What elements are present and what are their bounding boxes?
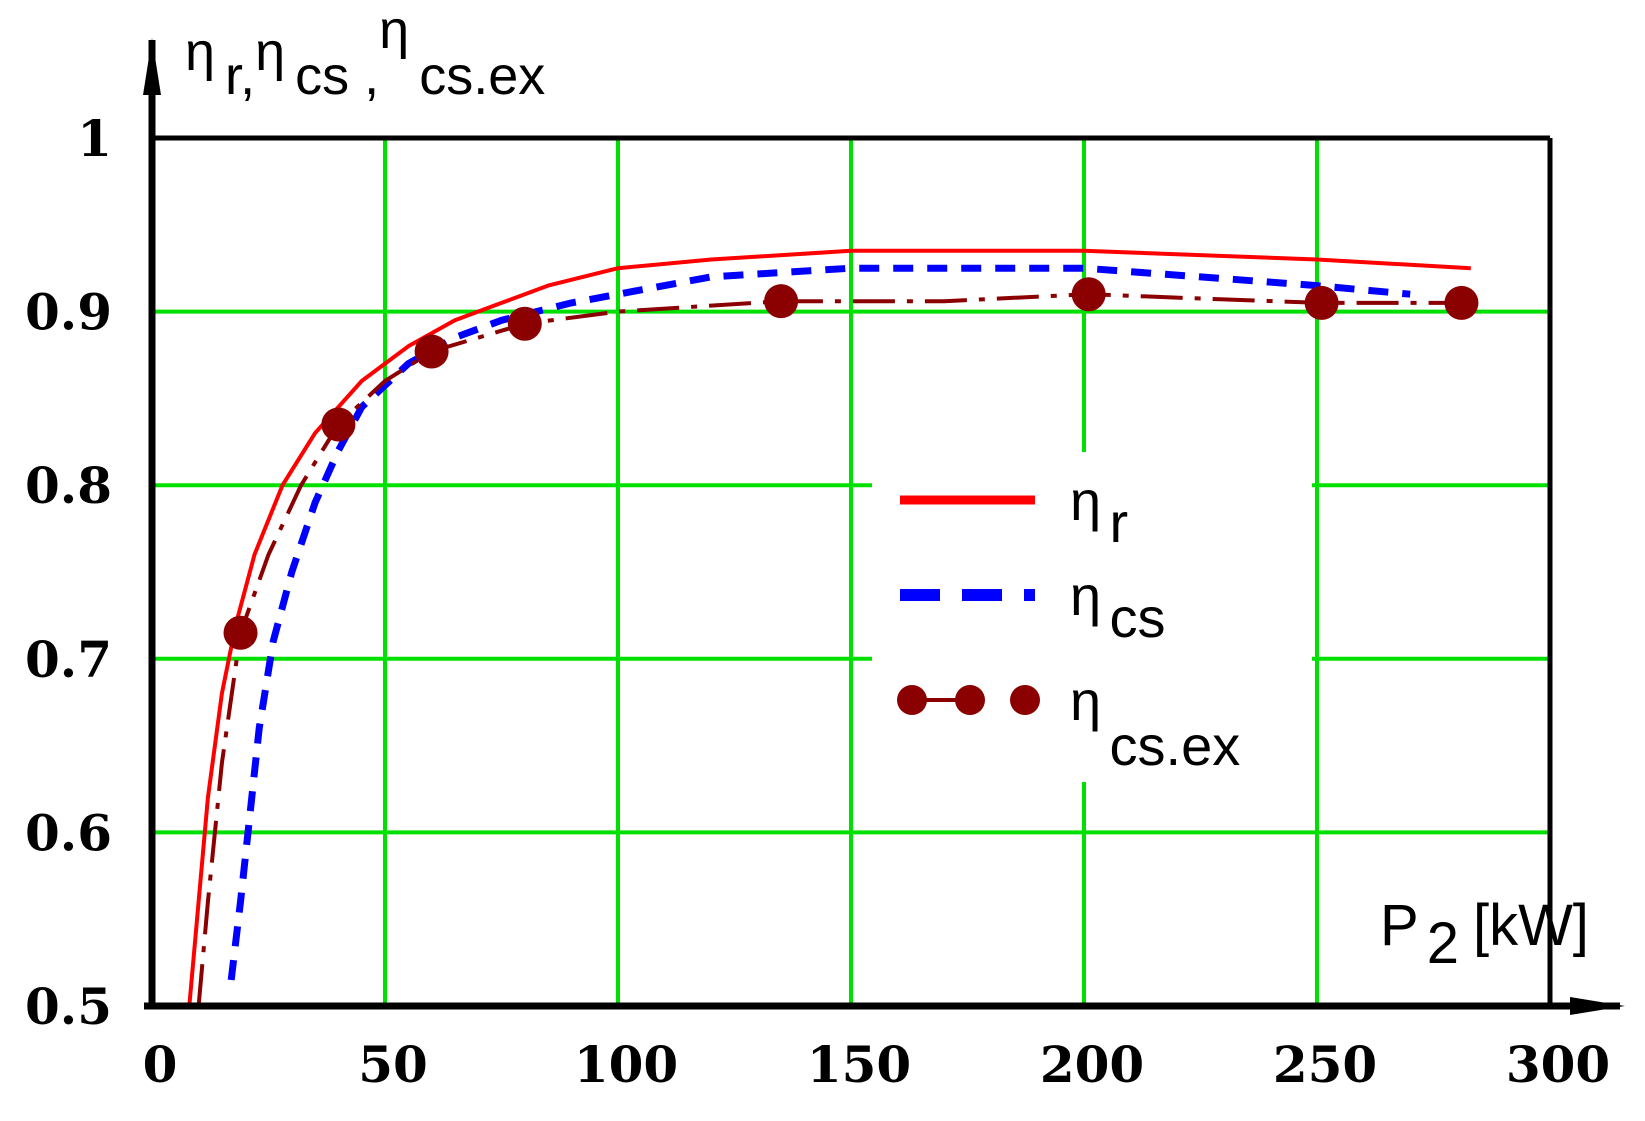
legend-label-3: ηcs.ex [1070,669,1240,777]
x-tick-label: 250 [1273,1035,1377,1094]
series-line-cs-ex [196,292,1462,1007]
x-axis-label: P 2 [kW] [1380,893,1589,976]
x-tick-label: 100 [574,1035,678,1094]
data-point-marker [223,615,258,650]
y-label-subscript: cs [295,46,349,106]
legend-label-2: η cs [1070,564,1166,649]
data-point-marker [1071,277,1106,312]
x-tick-label: 200 [1040,1035,1144,1094]
y-tick-label: 0.6 [25,803,112,862]
legend-swatch-marker [897,685,927,715]
y-label-symbol: η [185,22,215,82]
x-axis-label-text: P 2 [kW] [1380,893,1589,976]
x-tick-label: 0 [143,1035,178,1094]
x-tick-label: 150 [807,1035,911,1094]
y-tick-label: 0.7 [25,630,112,689]
legend-swatch-marker [955,685,985,715]
data-point-marker [321,407,356,442]
legend-label-2-subscript: cs [1110,586,1166,649]
legend-box [872,452,1312,782]
data-point-marker [1304,285,1339,320]
legend-label-3-symbol: η [1070,669,1101,732]
data-point-marker [1444,285,1479,320]
series-line-cs [227,264,1411,981]
x-label-subscript: 2 [1427,911,1459,976]
legend-swatch-marker [1010,685,1040,715]
y-tick-label: 0.9 [25,283,112,342]
x-label-main: P [1380,893,1419,958]
y-label-symbol: η [379,0,409,60]
y-axis-arrow [143,38,161,95]
y-tick-label: 0.5 [25,977,112,1036]
y-label-separator: , [349,46,379,106]
x-axis-arrow [1570,997,1625,1015]
plot-frame [152,135,1553,1006]
y-axis-label: η r,η cs ,ηcs.ex [185,0,545,106]
legend-label-1-subscript: r [1110,491,1129,554]
y-label-subscript: cs.ex [419,46,545,106]
data-point-marker [414,334,449,369]
legend-label-2-symbol: η [1070,564,1101,627]
y-tick-label: 1 [77,109,112,168]
data-point-marker [507,306,542,341]
x-tick-label: 50 [358,1035,428,1094]
legend-label-3-subscript: cs.ex [1110,714,1241,777]
series-layer [187,248,1479,1007]
y-label-symbol: η [255,22,285,82]
y-label-separator: , [240,46,255,106]
series-line-r [187,248,1471,1007]
x-tick-label: 300 [1506,1035,1610,1094]
legend-label-1-symbol: η [1070,469,1101,532]
y-label-subscript: r [225,46,243,106]
y-axis-label-text: η r,η cs ,ηcs.ex [185,0,545,106]
tick-labels: 0 50 100 150 200 250 300 0.5 0.6 0.7 0.8 0.9 1 [25,109,1610,1094]
data-point-marker [764,284,799,319]
y-tick-label: 0.8 [25,456,112,515]
grid-lines [152,138,1550,1006]
x-label-unit: [kW] [1473,893,1589,958]
axes [143,38,1625,1015]
